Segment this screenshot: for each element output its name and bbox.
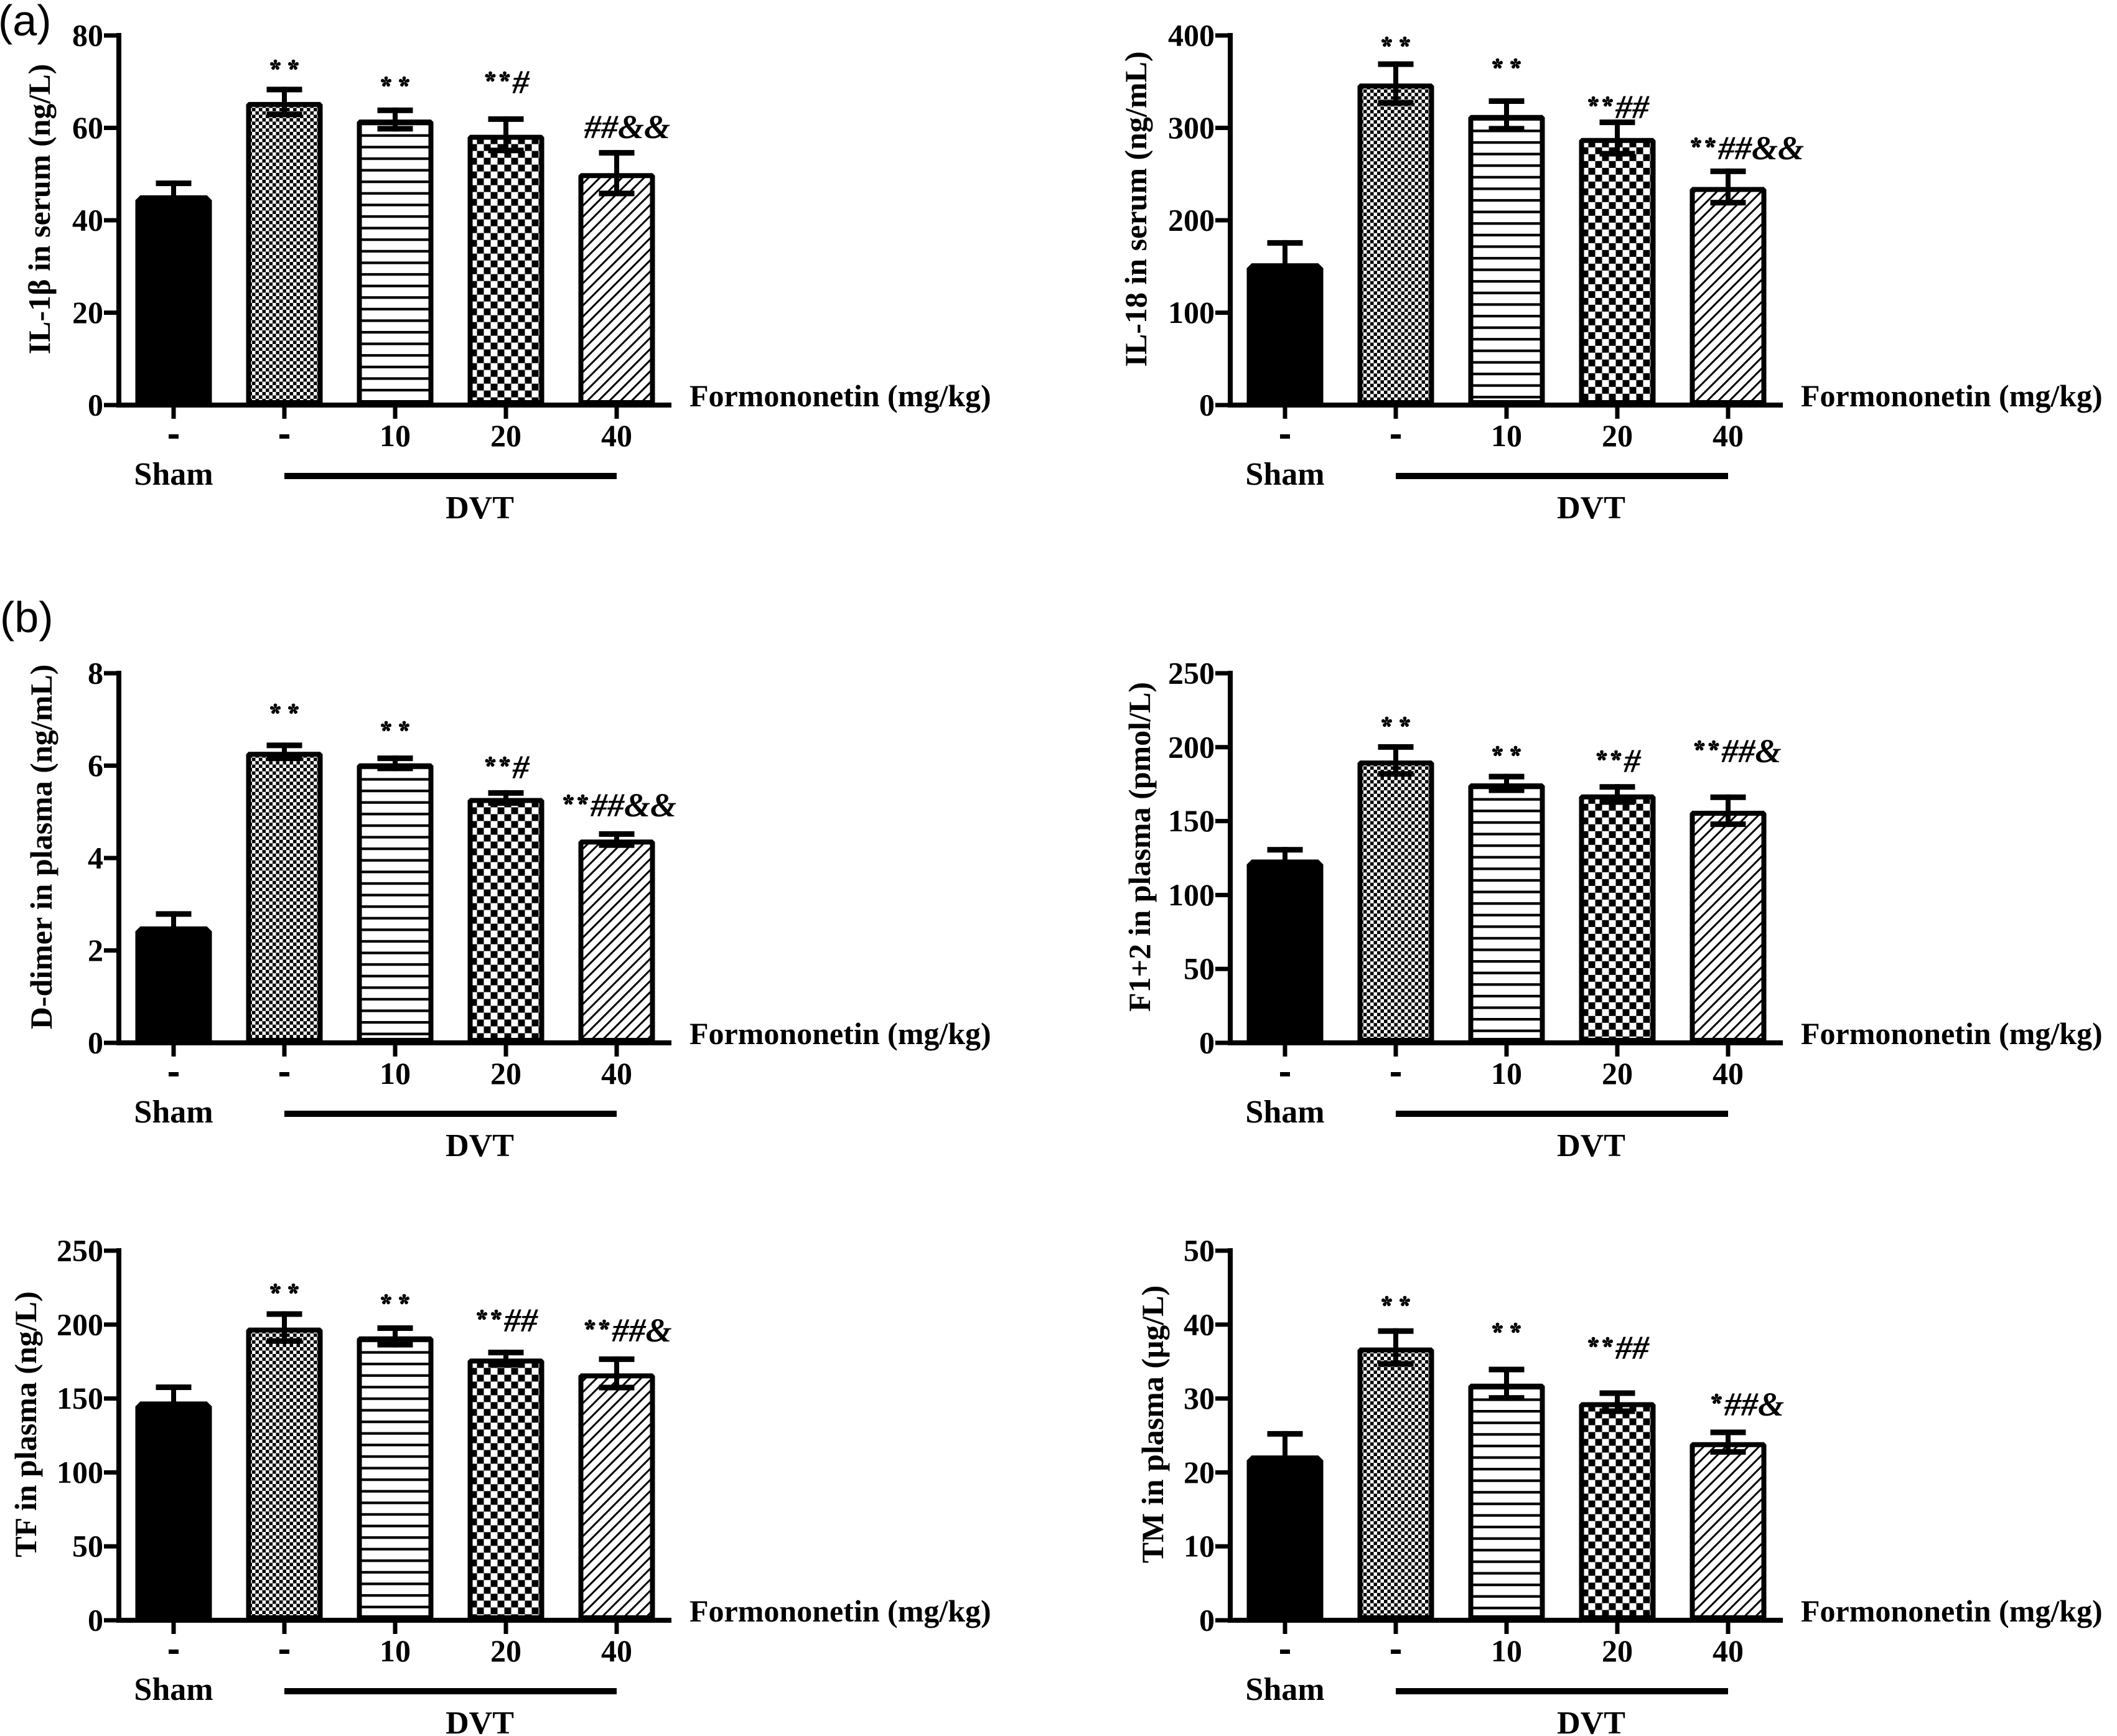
svg-text:40: 40 bbox=[1713, 1633, 1744, 1668]
svg-text:F1+2 in plasma (pmol/L): F1+2 in plasma (pmol/L) bbox=[1122, 682, 1157, 1012]
svg-text:100: 100 bbox=[1168, 877, 1215, 912]
svg-text:Sham: Sham bbox=[134, 1094, 213, 1130]
svg-text:DVT: DVT bbox=[446, 1128, 514, 1164]
svg-text:##&: ##& bbox=[1721, 732, 1782, 770]
svg-text:50: 50 bbox=[72, 1529, 103, 1564]
svg-text:##: ## bbox=[503, 1302, 538, 1339]
svg-text:8: 8 bbox=[88, 656, 103, 691]
svg-text:Formononetin (mg/kg): Formononetin (mg/kg) bbox=[689, 1016, 991, 1051]
svg-text:0: 0 bbox=[88, 388, 103, 422]
svg-text:#: # bbox=[512, 749, 530, 786]
svg-text:0: 0 bbox=[1199, 1025, 1215, 1060]
svg-text:20: 20 bbox=[1602, 418, 1633, 453]
svg-text:40: 40 bbox=[601, 418, 632, 453]
svg-text:250: 250 bbox=[1168, 656, 1215, 691]
svg-text:0: 0 bbox=[1199, 388, 1215, 422]
svg-text:40: 40 bbox=[1184, 1307, 1215, 1342]
svg-text:0: 0 bbox=[1199, 1603, 1215, 1638]
svg-text:40: 40 bbox=[1713, 1056, 1744, 1091]
svg-text:20: 20 bbox=[1602, 1056, 1633, 1091]
svg-text:Formononetin (mg/kg): Formononetin (mg/kg) bbox=[1801, 1016, 2103, 1051]
svg-text:#: # bbox=[1624, 742, 1642, 780]
svg-text:50: 50 bbox=[1184, 951, 1215, 986]
svg-text:TM in plasma (μg/L): TM in plasma (μg/L) bbox=[1135, 1286, 1170, 1563]
svg-text:DVT: DVT bbox=[1557, 1128, 1625, 1164]
svg-text:20: 20 bbox=[1602, 1633, 1633, 1668]
svg-text:Sham: Sham bbox=[1245, 1094, 1324, 1130]
svg-text:Sham: Sham bbox=[1245, 457, 1324, 492]
svg-text:20: 20 bbox=[490, 1056, 521, 1091]
svg-text:40: 40 bbox=[1713, 418, 1744, 453]
svg-text:20: 20 bbox=[490, 418, 521, 453]
svg-text:##&: ##& bbox=[612, 1312, 672, 1349]
svg-text:Formononetin (mg/kg): Formononetin (mg/kg) bbox=[1801, 378, 2103, 413]
svg-text:(b): (b) bbox=[0, 593, 54, 642]
svg-text:0: 0 bbox=[88, 1603, 103, 1638]
svg-text:Sham: Sham bbox=[134, 1672, 213, 1707]
svg-text:DVT: DVT bbox=[446, 1706, 514, 1736]
svg-text:400: 400 bbox=[1168, 18, 1215, 53]
svg-text:4: 4 bbox=[88, 841, 103, 875]
svg-text:10: 10 bbox=[380, 1056, 411, 1091]
svg-text:Sham: Sham bbox=[134, 457, 213, 492]
svg-text:10: 10 bbox=[1491, 418, 1522, 453]
svg-text:50: 50 bbox=[1184, 1233, 1215, 1268]
svg-text:10: 10 bbox=[1491, 1633, 1522, 1668]
svg-text:40: 40 bbox=[601, 1056, 632, 1091]
svg-text:2: 2 bbox=[88, 933, 103, 968]
svg-text:40: 40 bbox=[72, 203, 103, 238]
svg-text:100: 100 bbox=[1168, 295, 1215, 330]
svg-text:10: 10 bbox=[380, 1633, 411, 1668]
svg-text:150: 150 bbox=[1168, 803, 1215, 838]
svg-text:300: 300 bbox=[1168, 110, 1215, 145]
svg-text:20: 20 bbox=[490, 1633, 521, 1668]
svg-text:20: 20 bbox=[1184, 1455, 1215, 1490]
svg-text:(a): (a) bbox=[0, 0, 52, 45]
svg-text:##: ## bbox=[1615, 1329, 1650, 1366]
svg-text:Formononetin (mg/kg): Formononetin (mg/kg) bbox=[1801, 1594, 2103, 1628]
svg-text:TF in plasma (ng/L): TF in plasma (ng/L) bbox=[8, 1291, 43, 1557]
svg-text:150: 150 bbox=[57, 1381, 103, 1416]
svg-text:10: 10 bbox=[380, 418, 411, 453]
svg-text:10: 10 bbox=[1184, 1529, 1215, 1564]
svg-text:##&&: ##&& bbox=[584, 108, 670, 146]
svg-text:IL-1β in serum (ng/L): IL-1β in serum (ng/L) bbox=[22, 64, 57, 355]
svg-text:100: 100 bbox=[57, 1455, 103, 1490]
svg-text:6: 6 bbox=[88, 748, 103, 783]
svg-text:80: 80 bbox=[72, 18, 103, 53]
svg-text:40: 40 bbox=[601, 1633, 632, 1668]
svg-text:Sham: Sham bbox=[1245, 1672, 1324, 1707]
svg-text:##: ## bbox=[1615, 88, 1650, 126]
svg-text:DVT: DVT bbox=[446, 490, 514, 526]
svg-text:DVT: DVT bbox=[1557, 1706, 1625, 1736]
svg-text:30: 30 bbox=[1184, 1381, 1215, 1416]
svg-text:D-dimer in plasma (ng/mL): D-dimer in plasma (ng/mL) bbox=[24, 665, 58, 1030]
svg-text:IL-18 in serum (ng/mL): IL-18 in serum (ng/mL) bbox=[1118, 52, 1153, 367]
svg-text:##&: ##& bbox=[1724, 1386, 1784, 1423]
svg-text:Formononetin (mg/kg): Formononetin (mg/kg) bbox=[689, 1594, 991, 1628]
svg-text:##&&: ##&& bbox=[590, 786, 676, 824]
svg-text:##&&: ##&& bbox=[1717, 129, 1804, 167]
svg-text:200: 200 bbox=[1168, 203, 1215, 238]
svg-text:60: 60 bbox=[72, 110, 103, 145]
svg-text:250: 250 bbox=[57, 1233, 103, 1268]
svg-text:10: 10 bbox=[1491, 1056, 1522, 1091]
svg-text:#: # bbox=[512, 63, 530, 101]
svg-text:DVT: DVT bbox=[1557, 490, 1625, 526]
svg-text:200: 200 bbox=[57, 1307, 103, 1342]
svg-text:20: 20 bbox=[72, 295, 103, 330]
svg-text:200: 200 bbox=[1168, 729, 1215, 764]
svg-text:Formononetin (mg/kg): Formononetin (mg/kg) bbox=[689, 378, 991, 413]
svg-text:0: 0 bbox=[88, 1025, 103, 1060]
